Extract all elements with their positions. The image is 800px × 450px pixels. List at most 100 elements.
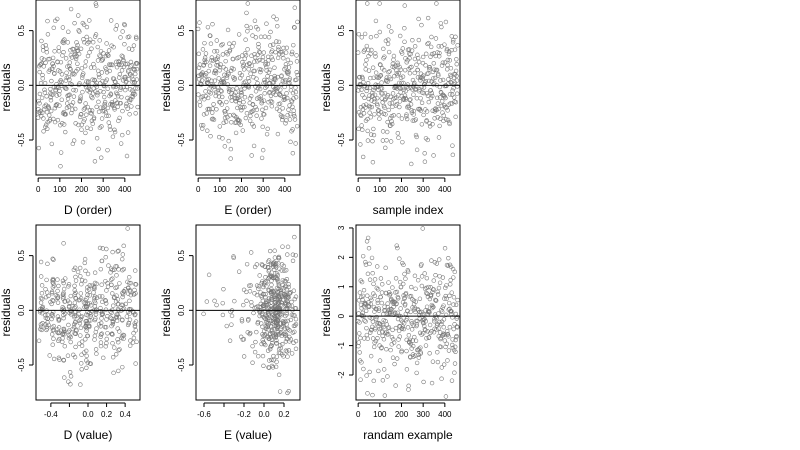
data-point <box>268 332 273 337</box>
data-point <box>284 312 289 317</box>
data-point <box>246 75 251 81</box>
data-point <box>268 93 274 98</box>
data-point <box>376 368 381 374</box>
data-point <box>220 136 225 141</box>
data-point <box>266 305 271 310</box>
data-point <box>451 275 456 280</box>
data-point <box>118 87 123 93</box>
data-point <box>260 337 265 343</box>
data-point <box>49 141 55 147</box>
data-point <box>105 147 110 153</box>
data-point <box>429 329 434 334</box>
data-point <box>393 83 399 89</box>
data-point <box>260 107 265 112</box>
data-point <box>84 365 89 371</box>
data-point <box>85 271 91 277</box>
data-point <box>398 90 403 95</box>
data-point <box>93 347 99 352</box>
data-point <box>103 298 108 304</box>
data-point <box>127 289 133 294</box>
data-point <box>51 356 57 362</box>
data-point <box>76 297 82 303</box>
data-point <box>357 74 362 80</box>
data-point <box>409 108 414 113</box>
data-point <box>133 328 139 333</box>
data-point <box>51 64 56 69</box>
data-point <box>204 111 209 116</box>
data-point <box>455 297 460 303</box>
data-point <box>132 287 137 293</box>
data-point <box>272 255 278 260</box>
data-point <box>377 29 383 35</box>
y-tick-label: 0 <box>337 313 346 318</box>
data-point <box>375 264 380 269</box>
data-point <box>375 95 380 101</box>
data-point <box>244 298 249 303</box>
data-point <box>385 325 391 331</box>
data-point <box>132 67 137 73</box>
data-point <box>273 299 278 305</box>
data-point <box>365 271 371 277</box>
data-point <box>372 344 377 350</box>
data-point <box>82 117 87 122</box>
data-point <box>452 269 457 275</box>
data-point <box>378 276 384 281</box>
data-point <box>421 379 426 385</box>
data-point <box>78 96 83 102</box>
data-point <box>216 94 222 99</box>
data-point <box>418 108 423 113</box>
data-point <box>63 112 68 117</box>
data-point <box>83 337 88 342</box>
data-point <box>221 286 226 292</box>
data-point <box>48 108 54 114</box>
data-point <box>108 309 113 314</box>
data-point <box>384 75 389 80</box>
data-point <box>55 294 60 299</box>
data-point <box>368 51 373 57</box>
data-point <box>239 90 244 96</box>
data-point <box>410 118 415 123</box>
data-point <box>257 304 262 310</box>
data-point <box>454 91 460 96</box>
data-point <box>356 344 361 349</box>
data-point <box>382 97 388 103</box>
data-point <box>74 328 79 333</box>
data-point <box>133 361 138 366</box>
data-point <box>112 127 117 133</box>
data-point <box>266 258 272 263</box>
data-point <box>244 23 249 29</box>
data-point <box>294 53 299 58</box>
data-point <box>294 69 299 75</box>
data-point <box>393 103 399 108</box>
data-point <box>115 94 121 99</box>
data-point <box>274 359 279 365</box>
data-point <box>126 77 131 82</box>
data-point <box>400 74 406 79</box>
data-point <box>73 278 79 283</box>
data-point <box>224 323 229 329</box>
data-point <box>436 44 441 49</box>
data-point <box>240 60 245 65</box>
data-point <box>430 305 435 311</box>
data-point <box>98 105 103 110</box>
data-point <box>293 95 299 100</box>
data-point <box>61 122 67 127</box>
data-point <box>269 337 275 343</box>
data-point <box>412 44 418 49</box>
data-point <box>431 278 436 283</box>
data-point <box>235 93 241 98</box>
data-point <box>99 124 104 129</box>
data-point <box>427 121 432 126</box>
data-point <box>98 324 103 329</box>
data-point <box>126 68 131 73</box>
data-point <box>396 113 401 118</box>
data-point <box>262 77 267 83</box>
data-point <box>60 25 66 30</box>
data-point <box>111 45 116 50</box>
data-point <box>103 67 109 72</box>
data-point <box>451 295 457 300</box>
data-point <box>428 292 434 297</box>
data-point <box>262 34 268 39</box>
data-point <box>49 291 55 296</box>
